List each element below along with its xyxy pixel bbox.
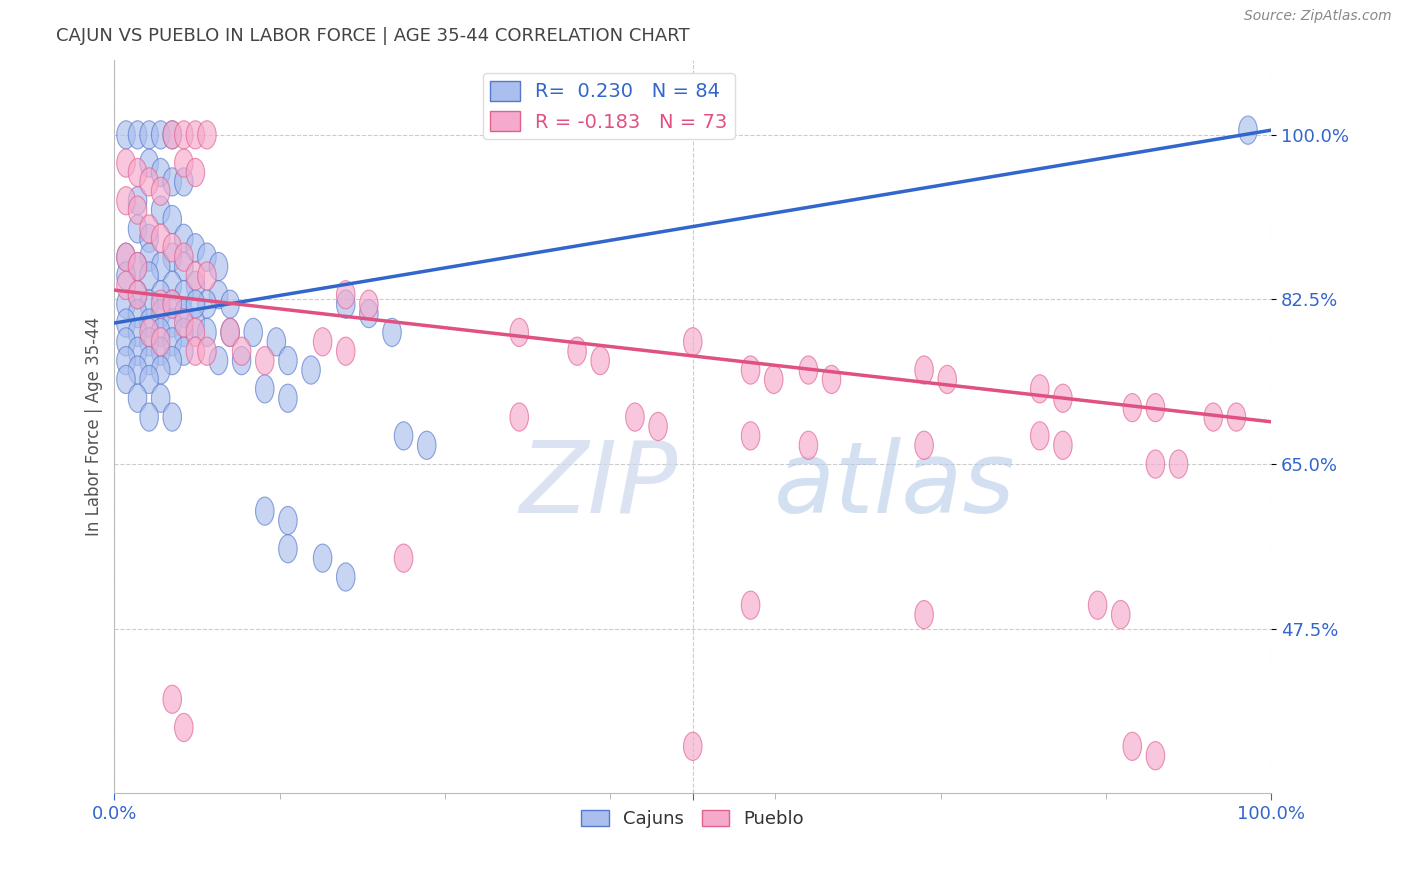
Legend: Cajuns, Pueblo: Cajuns, Pueblo: [574, 803, 811, 836]
Text: CAJUN VS PUEBLO IN LABOR FORCE | AGE 35-44 CORRELATION CHART: CAJUN VS PUEBLO IN LABOR FORCE | AGE 35-…: [56, 27, 690, 45]
Text: ZIP: ZIP: [519, 437, 678, 533]
Y-axis label: In Labor Force | Age 35-44: In Labor Force | Age 35-44: [86, 317, 103, 536]
Text: Source: ZipAtlas.com: Source: ZipAtlas.com: [1244, 9, 1392, 23]
Text: atlas: atlas: [773, 437, 1015, 533]
